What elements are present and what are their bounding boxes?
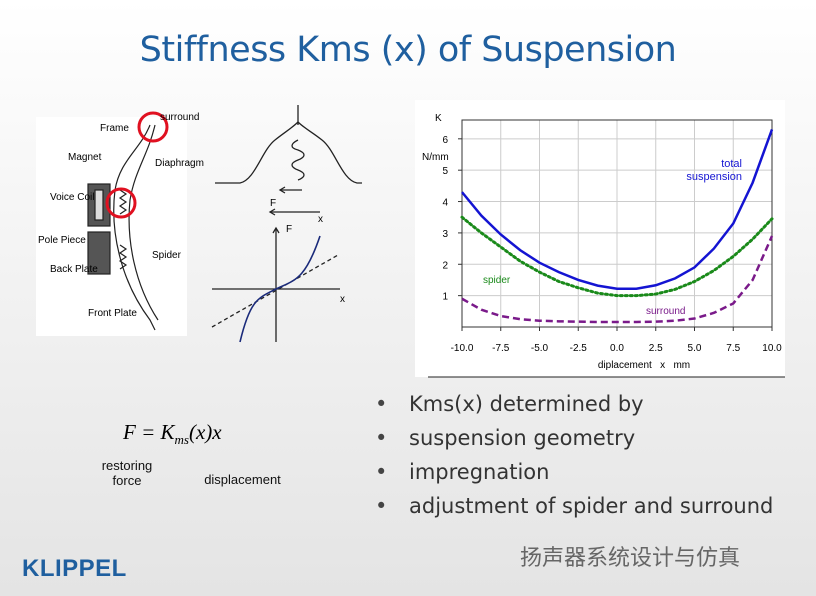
part-label: Front Plate [88, 308, 137, 319]
bullet: impregnation [375, 460, 773, 484]
series-line [460, 215, 774, 298]
suspension-sketch [211, 105, 362, 342]
formula-part: ms [174, 432, 189, 448]
part-label: Diaphragm [155, 158, 204, 169]
speaker-panel [36, 117, 187, 336]
y-tick-label: 1 [442, 292, 448, 303]
part-label: Magnet [68, 152, 102, 163]
bullet: adjustment of spider and surround [375, 494, 773, 518]
watermark: 扬声器系统设计与仿真 [520, 545, 741, 570]
part-label: Frame [100, 123, 129, 134]
formula-part: (x)x [188, 420, 222, 444]
highlight-circle [137, 111, 169, 143]
y-tick-label: 4 [442, 198, 448, 209]
formula-label: displacement [204, 472, 281, 487]
part-label: surround [160, 112, 199, 123]
part-label: Voice Coil [50, 192, 94, 203]
y-tick-label: 3 [442, 229, 448, 240]
sketch-label: F [270, 198, 276, 209]
part-label: Back Plate [50, 264, 98, 275]
speaker-sketch [87, 124, 159, 331]
legend-label: total suspension [686, 158, 742, 183]
chart: 1 2 3 4 5 6 -10.0 -7.5 -5.0 -2.5 0.0 2.5 5.0 7.5 10.0 K… [422, 113, 782, 371]
series-line [461, 235, 774, 324]
y-axis-label: K [435, 113, 442, 124]
formula-label: restoring force [101, 458, 153, 488]
bullet: suspension geometry [375, 426, 773, 450]
y-axis-label: N/mm [422, 152, 449, 163]
x-tick-label: 2.5 [649, 343, 663, 354]
x-tick-label: -7.5 [492, 343, 510, 354]
x-axis-label: diplacement x mm [598, 360, 690, 371]
bullet: Kms(x) determined by [375, 392, 773, 416]
y-tick-label: 2 [442, 260, 448, 271]
x-tick-label: 7.5 [726, 343, 740, 354]
sketch-label: x [340, 294, 345, 305]
logo: KLIPPEL [22, 555, 127, 582]
part-label: Pole Piece [38, 235, 86, 246]
bullet-list: Kms(x) determined by suspension geometry i… [375, 392, 773, 528]
x-tick-label: 10.0 [762, 343, 782, 354]
sketch-label: x [318, 214, 323, 225]
formula: F = Kms(x)x [123, 420, 222, 448]
y-tick-label: 6 [442, 135, 448, 146]
x-tick-label: -10.0 [451, 343, 474, 354]
chart-panel [415, 100, 785, 377]
y-tick-label: 5 [442, 166, 448, 177]
x-tick-label: 0.0 [610, 343, 624, 354]
x-tick-label: 5.0 [688, 343, 702, 354]
x-tick-label: -2.5 [570, 343, 588, 354]
formula-part: F = K [123, 420, 175, 444]
part-label: Spider [152, 250, 182, 261]
x-tick-label: -5.0 [531, 343, 549, 354]
series-line [461, 128, 774, 290]
slide-title: Stiffness Kms (x) of Suspension [139, 30, 677, 70]
force-curve [239, 235, 321, 343]
legend-label: spider [483, 275, 511, 286]
highlight-circle [105, 187, 137, 219]
plot-frame [461, 119, 773, 328]
legend-label: surround [646, 306, 685, 317]
sketch-label: F [286, 224, 292, 235]
